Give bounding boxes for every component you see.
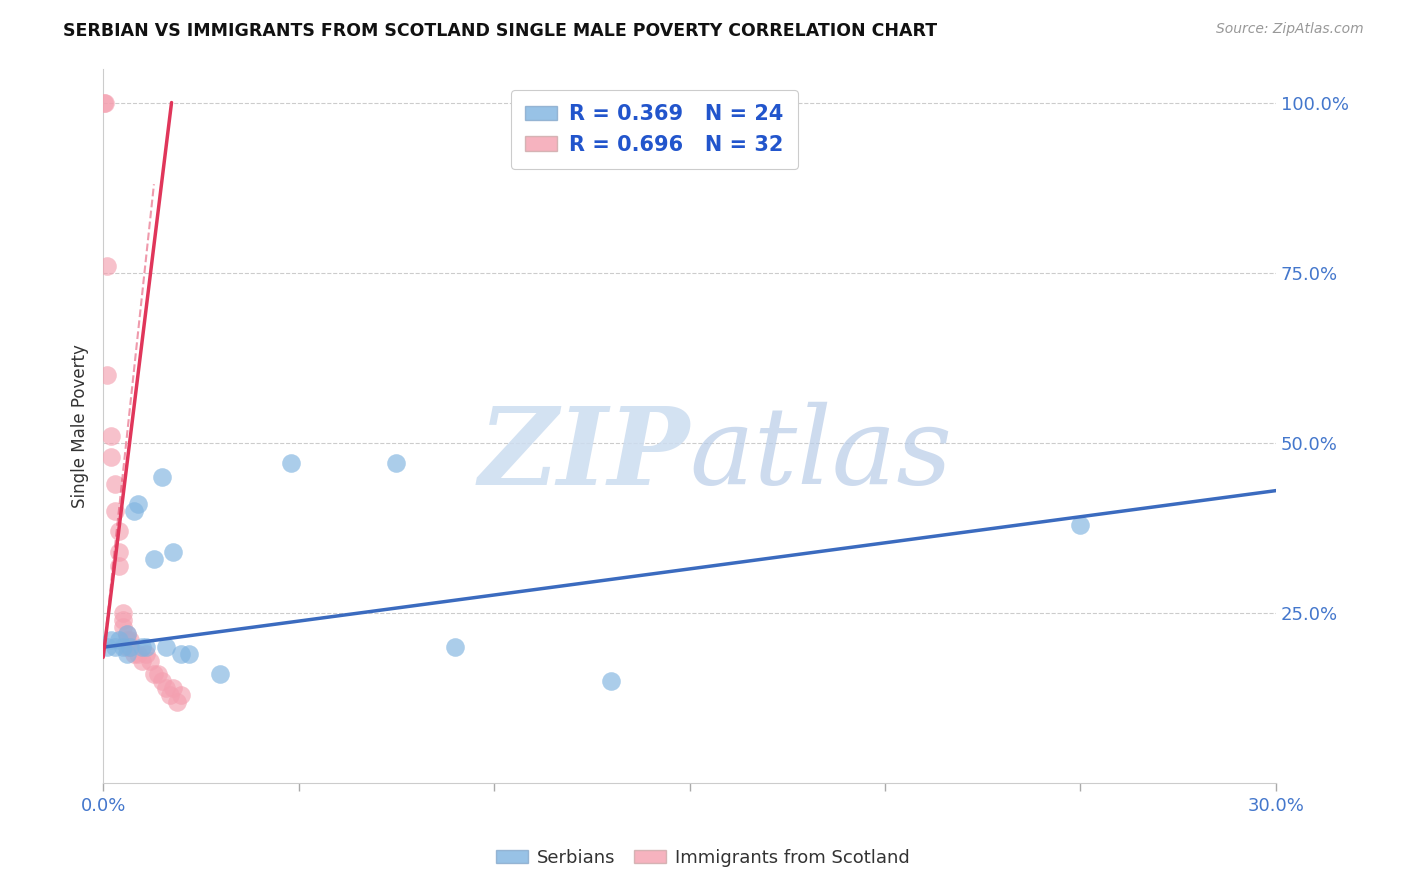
Point	[93, 95, 115, 110]
Point	[94, 95, 117, 110]
Point	[107, 558, 129, 573]
Point	[146, 667, 169, 681]
Point	[179, 647, 201, 661]
Legend: R = 0.369   N = 24, R = 0.696   N = 32: R = 0.369 N = 24, R = 0.696 N = 32	[510, 90, 799, 169]
Point	[170, 647, 193, 661]
Point	[115, 633, 138, 648]
Point	[124, 504, 146, 518]
Point	[135, 647, 157, 661]
Point	[96, 640, 118, 655]
Point	[100, 450, 122, 464]
Point	[135, 640, 157, 655]
Point	[120, 633, 142, 648]
Point	[385, 456, 408, 470]
Point	[280, 456, 302, 470]
Point	[166, 695, 188, 709]
Point	[120, 640, 142, 655]
Point	[115, 626, 138, 640]
Point	[107, 545, 129, 559]
Point	[131, 640, 153, 655]
Point	[96, 368, 118, 382]
Point	[142, 551, 165, 566]
Text: ZIP: ZIP	[478, 401, 689, 508]
Point	[100, 429, 122, 443]
Point	[155, 640, 177, 655]
Point	[100, 633, 122, 648]
Point	[127, 647, 149, 661]
Point	[170, 688, 193, 702]
Point	[104, 640, 127, 655]
Point	[127, 497, 149, 511]
Point	[600, 674, 623, 689]
Text: atlas: atlas	[689, 402, 952, 508]
Point	[139, 654, 162, 668]
Point	[1069, 517, 1091, 532]
Point	[155, 681, 177, 695]
Point	[111, 613, 134, 627]
Text: Source: ZipAtlas.com: Source: ZipAtlas.com	[1216, 22, 1364, 37]
Point	[104, 476, 127, 491]
Point	[96, 259, 118, 273]
Point	[111, 640, 134, 655]
Y-axis label: Single Male Poverty: Single Male Poverty	[72, 344, 89, 508]
Point	[142, 667, 165, 681]
Point	[150, 674, 173, 689]
Point	[150, 470, 173, 484]
Point	[115, 647, 138, 661]
Point	[104, 504, 127, 518]
Point	[124, 647, 146, 661]
Point	[115, 640, 138, 655]
Legend: Serbians, Immigrants from Scotland: Serbians, Immigrants from Scotland	[489, 842, 917, 874]
Point	[111, 620, 134, 634]
Point	[120, 640, 142, 655]
Point	[209, 667, 232, 681]
Point	[107, 524, 129, 539]
Point	[107, 633, 129, 648]
Point	[162, 681, 184, 695]
Point	[159, 688, 181, 702]
Point	[444, 640, 467, 655]
Text: SERBIAN VS IMMIGRANTS FROM SCOTLAND SINGLE MALE POVERTY CORRELATION CHART: SERBIAN VS IMMIGRANTS FROM SCOTLAND SING…	[63, 22, 938, 40]
Point	[115, 626, 138, 640]
Point	[162, 545, 184, 559]
Point	[111, 606, 134, 620]
Point	[131, 654, 153, 668]
